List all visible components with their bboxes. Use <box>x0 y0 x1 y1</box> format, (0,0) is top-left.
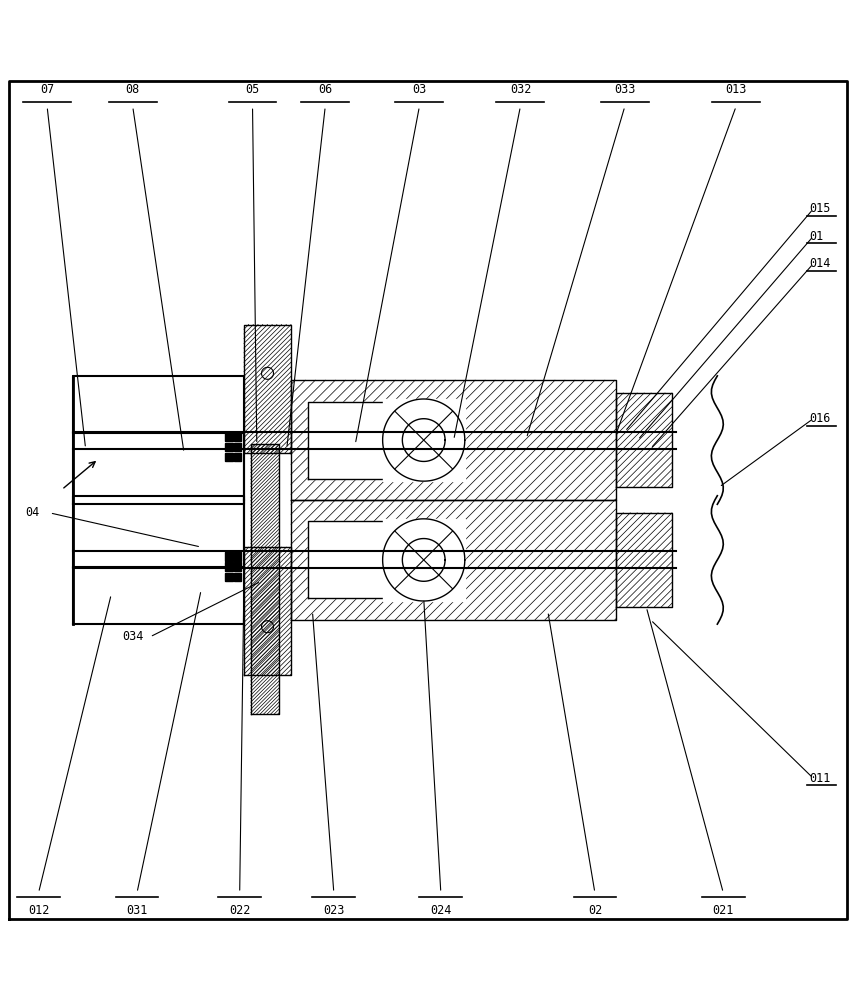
Polygon shape <box>73 376 244 504</box>
Text: 06: 06 <box>318 83 332 96</box>
Polygon shape <box>225 562 233 571</box>
Polygon shape <box>225 443 233 451</box>
Text: 032: 032 <box>510 83 531 96</box>
Text: 031: 031 <box>127 904 147 917</box>
Text: 033: 033 <box>615 83 635 96</box>
Text: 023: 023 <box>324 904 344 917</box>
Text: 013: 013 <box>726 83 746 96</box>
Polygon shape <box>234 432 241 441</box>
Polygon shape <box>308 521 419 598</box>
Text: 07: 07 <box>40 83 54 96</box>
Polygon shape <box>251 444 279 714</box>
Polygon shape <box>225 552 233 561</box>
Text: 034: 034 <box>122 630 143 643</box>
Text: 04: 04 <box>26 506 39 519</box>
Polygon shape <box>234 573 241 581</box>
Polygon shape <box>234 562 241 571</box>
Polygon shape <box>234 443 241 451</box>
Text: 011: 011 <box>809 772 830 785</box>
Polygon shape <box>244 547 291 675</box>
Polygon shape <box>225 573 233 581</box>
Polygon shape <box>234 453 241 461</box>
Polygon shape <box>225 432 233 441</box>
Polygon shape <box>244 325 291 453</box>
Polygon shape <box>308 402 419 479</box>
Text: 015: 015 <box>809 202 830 215</box>
Text: 014: 014 <box>809 257 830 270</box>
Text: 01: 01 <box>809 230 823 243</box>
Text: 024: 024 <box>431 904 451 917</box>
Text: 021: 021 <box>713 904 734 917</box>
Polygon shape <box>234 552 241 561</box>
Polygon shape <box>225 453 233 461</box>
Text: 05: 05 <box>246 83 259 96</box>
Polygon shape <box>383 399 465 481</box>
Polygon shape <box>291 500 616 620</box>
Polygon shape <box>291 380 616 500</box>
Text: 02: 02 <box>588 904 602 917</box>
Polygon shape <box>616 393 672 487</box>
Text: 03: 03 <box>413 83 426 96</box>
Polygon shape <box>73 496 244 624</box>
Text: 022: 022 <box>229 904 250 917</box>
Text: 016: 016 <box>809 412 830 425</box>
Text: 08: 08 <box>126 83 140 96</box>
Text: 012: 012 <box>28 904 49 917</box>
Polygon shape <box>616 513 672 607</box>
Polygon shape <box>383 519 465 601</box>
